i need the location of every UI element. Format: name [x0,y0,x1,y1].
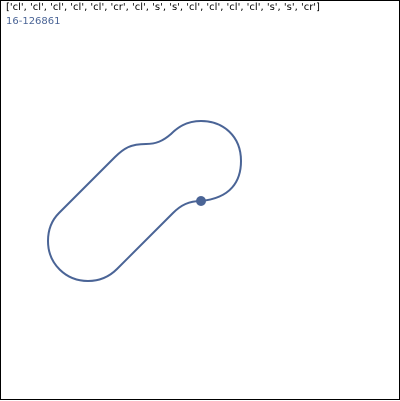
track-path [46,119,243,283]
track-id-label: 16-126861 [6,16,61,27]
start-marker [196,196,206,206]
segment-sequence-label: ['cl', 'cl', 'cl', 'cl', 'cl', 'cr', 'cl… [6,2,320,13]
